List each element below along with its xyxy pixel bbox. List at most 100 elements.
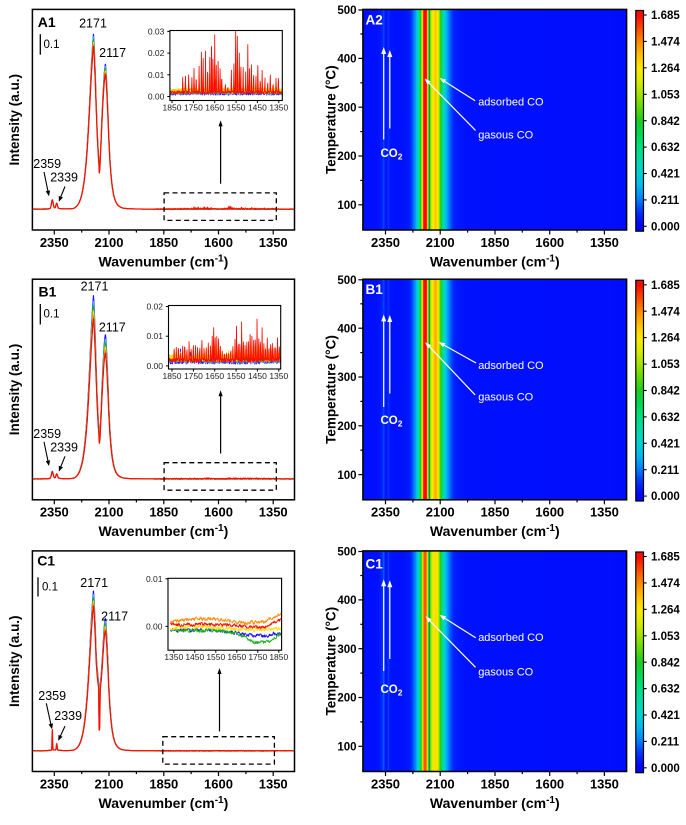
svg-text:1550: 1550 <box>227 103 246 113</box>
svg-text:400: 400 <box>337 595 356 607</box>
svg-text:2339: 2339 <box>50 440 78 454</box>
svg-text:1750: 1750 <box>248 652 267 662</box>
svg-text:0.842: 0.842 <box>651 657 680 669</box>
svg-text:Wavenumber (cm-1): Wavenumber (cm-1) <box>430 523 560 539</box>
svg-text:0.842: 0.842 <box>651 116 680 128</box>
svg-text:0.000: 0.000 <box>651 221 680 233</box>
svg-text:1.685: 1.685 <box>651 552 680 564</box>
svg-text:2117: 2117 <box>99 321 126 335</box>
svg-text:0.211: 0.211 <box>651 195 680 207</box>
svg-text:1.264: 1.264 <box>651 604 680 616</box>
svg-text:1.685: 1.685 <box>651 10 680 22</box>
svg-text:1600: 1600 <box>204 235 233 250</box>
svg-text:0.421: 0.421 <box>651 438 680 450</box>
svg-text:gasous CO: gasous CO <box>478 667 533 679</box>
svg-text:0.1: 0.1 <box>44 309 60 321</box>
svg-text:1450: 1450 <box>248 371 267 381</box>
svg-text:1350: 1350 <box>259 235 288 250</box>
svg-text:1350: 1350 <box>590 235 619 250</box>
svg-text:B1: B1 <box>39 284 57 300</box>
svg-text:2100: 2100 <box>95 776 124 791</box>
svg-text:400: 400 <box>337 323 356 335</box>
svg-text:0.03: 0.03 <box>148 26 165 36</box>
svg-text:0.632: 0.632 <box>651 142 680 154</box>
svg-text:0.02: 0.02 <box>148 48 165 58</box>
svg-text:2171: 2171 <box>81 280 109 294</box>
svg-text:2339: 2339 <box>50 171 78 185</box>
svg-text:1600: 1600 <box>204 776 233 791</box>
svg-text:adsorbed CO: adsorbed CO <box>478 96 544 108</box>
svg-text:1450: 1450 <box>248 103 267 113</box>
svg-text:500: 500 <box>337 275 356 287</box>
svg-text:1350: 1350 <box>259 505 288 520</box>
svg-text:0.1: 0.1 <box>44 39 60 51</box>
svg-text:1450: 1450 <box>185 652 204 662</box>
svg-text:0.421: 0.421 <box>651 169 680 181</box>
svg-text:0.632: 0.632 <box>651 412 680 424</box>
svg-text:1.474: 1.474 <box>651 306 680 318</box>
svg-text:300: 300 <box>337 644 356 656</box>
svg-text:2100: 2100 <box>426 505 455 520</box>
svg-text:1850: 1850 <box>481 235 510 250</box>
svg-text:0.01: 0.01 <box>146 574 163 584</box>
svg-text:Wavenumber (cm-1): Wavenumber (cm-1) <box>430 795 560 811</box>
svg-text:1.685: 1.685 <box>651 280 680 292</box>
svg-text:Wavenumber (cm-1): Wavenumber (cm-1) <box>99 253 229 269</box>
svg-text:1850: 1850 <box>149 235 178 250</box>
svg-text:1.474: 1.474 <box>651 37 680 49</box>
svg-text:1.264: 1.264 <box>651 333 680 345</box>
svg-text:100: 100 <box>337 470 356 482</box>
svg-text:2171: 2171 <box>79 17 107 31</box>
svg-text:1.053: 1.053 <box>651 631 680 643</box>
svg-text:Temperature (°C): Temperature (°C) <box>324 65 339 174</box>
svg-text:2359: 2359 <box>33 427 61 441</box>
svg-text:0.1: 0.1 <box>42 581 58 593</box>
svg-text:1850: 1850 <box>163 103 182 113</box>
svg-text:1850: 1850 <box>269 652 288 662</box>
svg-text:0.02: 0.02 <box>146 302 163 312</box>
svg-text:2359: 2359 <box>33 157 61 171</box>
svg-text:1.053: 1.053 <box>651 89 680 101</box>
svg-text:0.000: 0.000 <box>651 491 680 503</box>
svg-text:Intensity (a.u.): Intensity (a.u.) <box>7 344 22 436</box>
svg-text:500: 500 <box>337 5 356 17</box>
svg-text:1550: 1550 <box>227 371 246 381</box>
svg-text:2350: 2350 <box>40 235 69 250</box>
svg-text:0.421: 0.421 <box>651 710 680 722</box>
svg-text:C1: C1 <box>366 556 384 571</box>
svg-text:1850: 1850 <box>149 776 178 791</box>
svg-text:gasous CO: gasous CO <box>478 391 533 403</box>
svg-text:B1: B1 <box>366 282 384 297</box>
svg-text:1350: 1350 <box>590 776 619 791</box>
svg-text:2350: 2350 <box>371 235 400 250</box>
svg-text:CO2: CO2 <box>381 684 403 698</box>
svg-text:2350: 2350 <box>40 776 69 791</box>
svg-text:2171: 2171 <box>80 576 108 590</box>
svg-text:CO2: CO2 <box>381 415 403 429</box>
svg-text:adsorbed CO: adsorbed CO <box>478 360 544 372</box>
svg-text:2100: 2100 <box>426 776 455 791</box>
svg-text:0.842: 0.842 <box>651 386 680 398</box>
svg-text:Temperature (°C): Temperature (°C) <box>324 607 339 716</box>
svg-text:2350: 2350 <box>40 505 69 520</box>
svg-text:200: 200 <box>337 693 356 705</box>
svg-text:CO2: CO2 <box>381 148 403 162</box>
svg-text:1650: 1650 <box>227 652 246 662</box>
svg-text:Intensity (a.u.): Intensity (a.u.) <box>7 615 22 707</box>
svg-text:1600: 1600 <box>535 235 564 250</box>
svg-text:1600: 1600 <box>535 776 564 791</box>
svg-text:A1: A1 <box>38 14 56 30</box>
svg-text:2117: 2117 <box>99 46 126 60</box>
svg-text:0.632: 0.632 <box>651 684 680 696</box>
svg-text:gasous CO: gasous CO <box>478 130 533 142</box>
svg-text:200: 200 <box>337 151 356 163</box>
svg-text:1650: 1650 <box>205 371 224 381</box>
svg-text:Wavenumber (cm-1): Wavenumber (cm-1) <box>99 523 229 539</box>
svg-text:500: 500 <box>337 547 356 559</box>
svg-text:0.00: 0.00 <box>146 361 163 371</box>
svg-text:1.474: 1.474 <box>651 578 680 590</box>
svg-text:1350: 1350 <box>259 776 288 791</box>
svg-text:2350: 2350 <box>371 776 400 791</box>
svg-text:C1: C1 <box>37 552 55 568</box>
svg-text:200: 200 <box>337 421 356 433</box>
